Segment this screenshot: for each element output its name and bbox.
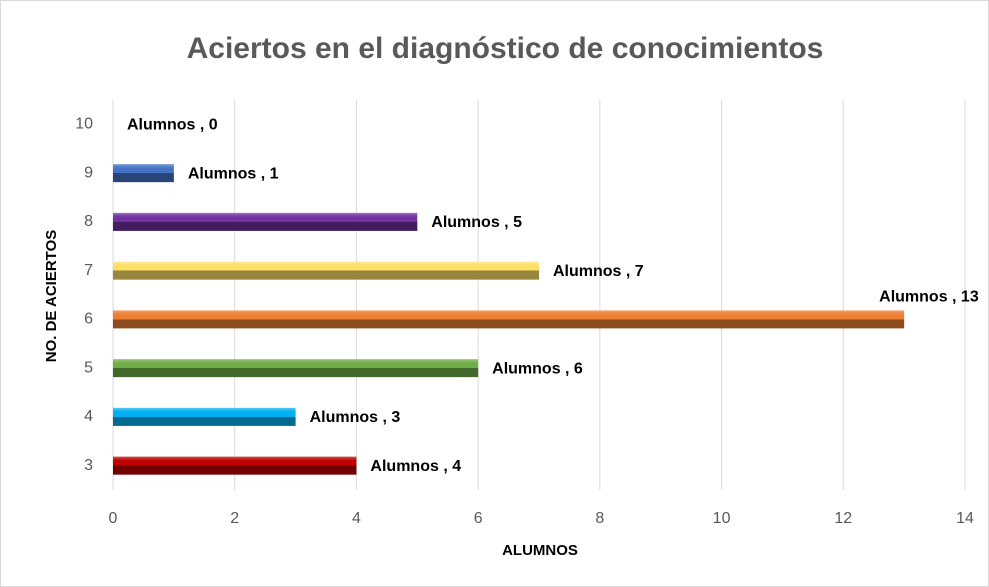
- y-tick-label: 3: [84, 457, 93, 474]
- bar-group: [113, 164, 174, 183]
- data-label: Alumnos , 6: [492, 360, 583, 377]
- bar-group: [113, 212, 418, 231]
- y-tick-label: 6: [84, 311, 93, 328]
- y-tick-label: 4: [84, 408, 93, 425]
- x-tick-label: 6: [474, 510, 483, 527]
- bar-bevel: [113, 164, 174, 183]
- x-tick-label: 4: [352, 510, 361, 527]
- data-label: Alumnos , 4: [370, 458, 461, 475]
- bar-bevel: [113, 212, 418, 231]
- x-tick-label: 0: [109, 510, 118, 527]
- y-tick-label: 9: [84, 164, 93, 181]
- y-tick-label: 8: [84, 213, 93, 230]
- x-tick-label: 8: [595, 510, 604, 527]
- data-label: Alumnos , 13: [879, 289, 979, 306]
- bar-bevel: [113, 456, 357, 475]
- bar-group: [113, 456, 357, 475]
- bar-group: [113, 261, 539, 280]
- x-tick-label: 14: [956, 510, 974, 527]
- x-tick-label: 10: [713, 510, 731, 527]
- bar-bevel: [113, 407, 296, 426]
- chart-title: Aciertos en el diagnóstico de conocimien…: [187, 32, 824, 65]
- bar-bevel: [113, 310, 905, 329]
- data-label: Alumnos , 7: [553, 263, 644, 280]
- x-tick-label: 2: [230, 510, 239, 527]
- y-tick-label: 5: [84, 359, 93, 376]
- data-label: Alumnos , 1: [188, 165, 279, 182]
- data-label: Alumnos , 3: [310, 409, 401, 426]
- bar-group: [113, 359, 479, 378]
- y-axis-title: NO. DE ACIERTOS: [43, 230, 60, 363]
- data-label: Alumnos , 5: [431, 214, 522, 231]
- data-label: Alumnos , 0: [127, 117, 218, 134]
- y-tick-label: 10: [75, 116, 93, 133]
- bar-bevel: [113, 261, 539, 280]
- y-tick-label: 7: [84, 262, 93, 279]
- bar-bevel: [113, 359, 479, 378]
- bar-group: [113, 407, 296, 426]
- x-tick-label: 12: [834, 510, 852, 527]
- x-axis-title: ALUMNOS: [502, 542, 578, 559]
- bar-group: [113, 310, 905, 329]
